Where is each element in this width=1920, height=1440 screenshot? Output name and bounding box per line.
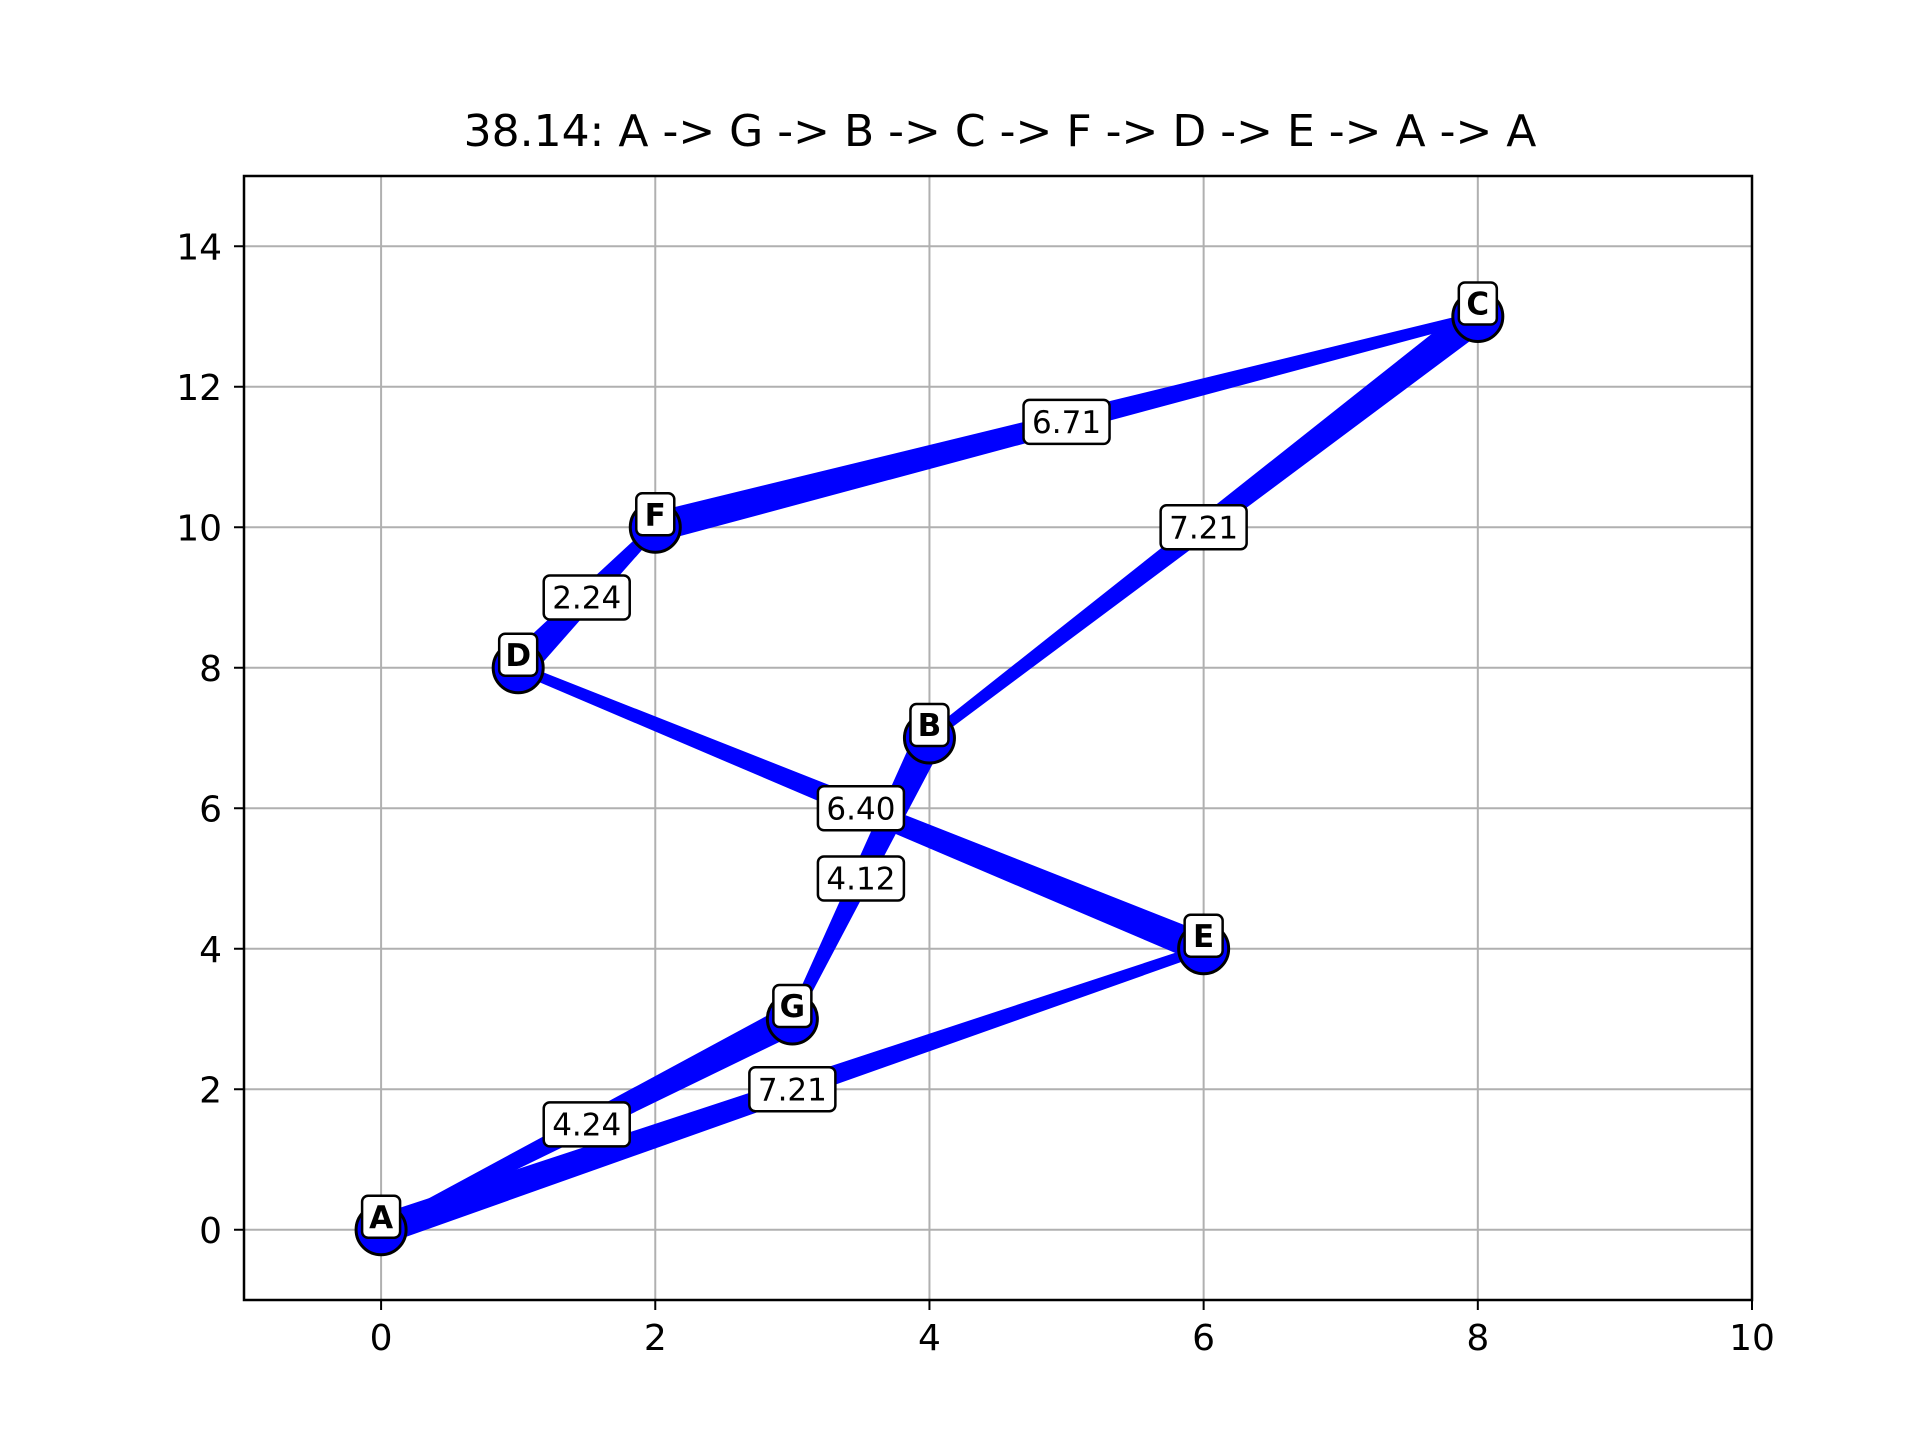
edge-label-box (816, 785, 906, 832)
edge-label-text: 2.24 (552, 581, 621, 617)
x-tick-label: 8 (1466, 1318, 1489, 1359)
node-label-text: B (918, 708, 942, 744)
node-label-box (909, 702, 950, 748)
edge-label-D-E: 6.40 (816, 785, 906, 832)
x-tick-label: 0 (370, 1318, 393, 1359)
y-tick-label: 6 (199, 789, 222, 830)
node-label-box (635, 492, 676, 537)
node-label-A: A (360, 1194, 402, 1239)
grid-lines (244, 176, 1753, 1300)
node-label-text: F (645, 497, 666, 533)
x-tick-label: 6 (1192, 1318, 1215, 1359)
node-label-text: G (780, 989, 805, 1025)
edge-label-text: 6.71 (1032, 405, 1101, 441)
edge-label-box (1159, 504, 1248, 551)
edge-label-F-D: 2.24 (542, 574, 631, 621)
edge-label-box (816, 855, 906, 902)
node-label-C: C (1457, 281, 1499, 326)
edge-label-box (542, 574, 631, 621)
x-axis-ticks: 0 2 4 6 8 10 (370, 1300, 1775, 1359)
y-axis-ticks: 0 2 4 6 8 10 12 14 (176, 227, 244, 1252)
edge-label-text: 7.21 (1169, 510, 1238, 546)
node-label-box (360, 1194, 402, 1239)
y-tick-label: 2 (199, 1070, 222, 1111)
edge-label-text: 6.40 (826, 791, 895, 827)
node-label-box (772, 983, 813, 1029)
edge-label-C-F: 6.71 (1022, 398, 1111, 446)
edge-labels: 4.24 4.12 7.21 6.71 2.24 6.40 7.21 (542, 398, 1248, 1148)
y-tick-label: 12 (176, 368, 222, 409)
plot-frame (242, 174, 1754, 1302)
y-tick-label: 0 (199, 1211, 222, 1252)
x-tick-label: 10 (1729, 1318, 1775, 1359)
edge-label-E-A: 7.21 (748, 1066, 837, 1113)
edge-label-box (748, 1066, 837, 1113)
edge-label-box (1022, 398, 1111, 446)
x-tick-label: 2 (644, 1318, 667, 1359)
node-label-B: B (909, 702, 950, 748)
edge-label-text: 7.21 (758, 1072, 827, 1108)
edge-label-box (542, 1101, 631, 1148)
node-label-D: D (497, 632, 539, 677)
x-tick-label: 4 (918, 1318, 941, 1359)
node-label-text: C (1466, 287, 1489, 323)
edge-label-text: 4.24 (552, 1107, 621, 1143)
chart-title: 38.14: A -> G -> B -> C -> F -> D -> E -… (464, 106, 1537, 157)
y-tick-label: 14 (176, 227, 222, 268)
y-tick-label: 4 (199, 930, 222, 971)
edge-label-B-C: 7.21 (1159, 504, 1248, 551)
route-edges (376, 304, 1487, 1244)
node-label-text: E (1193, 919, 1214, 955)
node-label-G: G (772, 983, 813, 1029)
node-label-E: E (1183, 913, 1224, 958)
node-label-box (1183, 913, 1224, 958)
node-label-text: D (505, 638, 531, 674)
node-label-text: A (369, 1200, 393, 1236)
y-tick-label: 8 (199, 649, 222, 690)
node-label-box (497, 632, 539, 677)
node-labels: A B C D E F G (360, 281, 1499, 1239)
edge-label-A-G: 4.24 (542, 1101, 631, 1148)
node-label-F: F (635, 492, 676, 537)
edge-label-text: 4.12 (826, 862, 895, 898)
y-tick-label: 10 (176, 508, 222, 549)
node-label-box (1457, 281, 1499, 326)
edge-label-G-B: 4.12 (816, 855, 906, 902)
